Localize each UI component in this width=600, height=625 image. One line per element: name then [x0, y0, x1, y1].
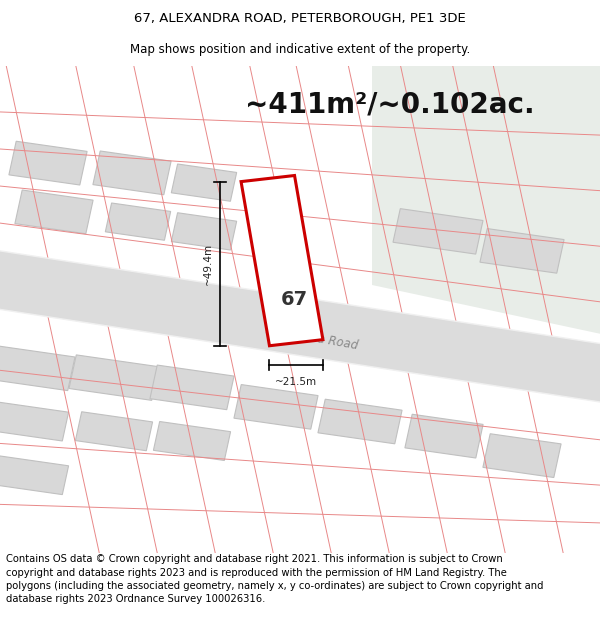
Bar	[172, 213, 236, 250]
Bar	[234, 384, 318, 429]
Bar	[150, 365, 234, 409]
Polygon shape	[241, 176, 323, 346]
Bar	[318, 399, 402, 444]
Text: 67, ALEXANDRA ROAD, PETERBOROUGH, PE1 3DE: 67, ALEXANDRA ROAD, PETERBOROUGH, PE1 3D…	[134, 12, 466, 25]
Text: ~411m²/~0.102ac.: ~411m²/~0.102ac.	[245, 91, 535, 119]
Text: Contains OS data © Crown copyright and database right 2021. This information is : Contains OS data © Crown copyright and d…	[6, 554, 544, 604]
Text: ~49.4m: ~49.4m	[203, 242, 213, 285]
Text: Map shows position and indicative extent of the property.: Map shows position and indicative extent…	[130, 42, 470, 56]
Bar	[0, 456, 68, 494]
Bar	[69, 355, 159, 401]
Text: Alexandra Road: Alexandra Road	[265, 324, 359, 352]
Polygon shape	[0, 251, 600, 402]
Bar	[154, 421, 230, 461]
Bar	[393, 209, 483, 254]
Bar	[0, 402, 68, 441]
Bar	[483, 434, 561, 478]
Bar	[15, 190, 93, 234]
Polygon shape	[372, 66, 600, 334]
Bar	[106, 203, 170, 240]
Bar	[93, 151, 171, 195]
Bar	[76, 412, 152, 451]
Text: 67: 67	[280, 290, 308, 309]
Bar	[405, 414, 483, 458]
Text: ~21.5m: ~21.5m	[275, 378, 317, 388]
Bar	[480, 229, 564, 273]
Bar	[0, 345, 75, 391]
Bar	[172, 164, 236, 201]
Bar	[9, 141, 87, 185]
